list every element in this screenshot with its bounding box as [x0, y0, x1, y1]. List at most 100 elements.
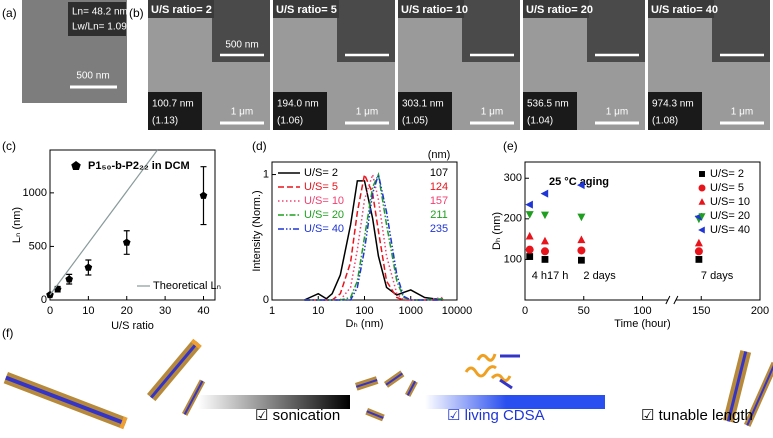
label-box	[523, 92, 577, 130]
tem-inset	[212, 0, 270, 62]
theory-line	[49, 149, 158, 296]
marker	[525, 231, 534, 240]
image-label: Ln= 48.2 nm	[72, 7, 128, 18]
y-tick-label: 300	[504, 172, 522, 184]
label-box	[273, 92, 327, 130]
rod	[3, 372, 128, 430]
rod	[147, 338, 202, 402]
distribution-line	[304, 171, 444, 301]
step-label: ☑ living CDSA	[447, 407, 545, 424]
marker	[525, 245, 534, 254]
label-box	[523, 0, 589, 18]
peak-label: 107	[430, 167, 448, 179]
marker	[122, 238, 131, 246]
label-box	[148, 0, 214, 18]
rod-end	[119, 416, 128, 430]
rod	[355, 376, 379, 391]
dispersity-label: (1.13)	[152, 116, 178, 127]
chart: 0 50 100 150 200 100 200 300 Time (hour) Dₕ (nm) 2…	[491, 161, 769, 330]
x-tick-label: 50	[578, 305, 590, 317]
x-tick-label: 20	[121, 305, 133, 317]
time-label: 2 days	[583, 270, 616, 282]
rod-core	[406, 380, 417, 396]
peak-label: 235	[430, 223, 448, 235]
marker	[71, 161, 81, 171]
gradient-arrow	[198, 395, 350, 409]
label-box	[273, 0, 339, 18]
scale-label: 500 nm	[76, 71, 109, 82]
marker	[694, 238, 703, 247]
inset-scale-label: 500 nm	[225, 40, 258, 51]
rod	[182, 379, 206, 416]
label-box	[68, 2, 126, 36]
schematic: ☑ sonication ☑ living CDSA ☑ tunable len…	[3, 338, 773, 430]
x-tick-label: 40	[197, 305, 209, 317]
rod-core	[355, 379, 378, 388]
chart-title: 25 °C aging	[549, 176, 609, 188]
length-label: 974.3 nm	[652, 99, 694, 110]
legend-label: U/S= 10	[710, 196, 750, 208]
time-label: 17 h	[547, 270, 568, 282]
rod-end	[190, 338, 202, 349]
legend-marker	[698, 226, 705, 234]
legend-label: U/S= 20	[710, 210, 750, 222]
dispersity-label: (1.06)	[277, 116, 303, 127]
marker	[199, 191, 208, 199]
rod-core	[366, 410, 384, 419]
rod	[744, 361, 773, 427]
gradient-arrow	[425, 395, 605, 409]
distribution-line	[304, 180, 444, 301]
time-label: 4 h	[532, 270, 547, 282]
legend-header: (nm)	[428, 149, 451, 161]
rod	[405, 379, 418, 397]
chart: 0 10 20 30 40 0 500 1000 U/S ratio Lₙ (nm) P1₅₀-b-…	[11, 149, 221, 332]
rod-core	[746, 362, 773, 426]
legend-label: P1₅₀-b-P2₂₂ in DCM	[88, 160, 190, 172]
marker	[695, 256, 703, 263]
x-tick-label: 1000	[399, 305, 423, 317]
distribution-line	[304, 172, 444, 301]
label-box	[398, 92, 452, 130]
scale-label: 1 μm	[731, 107, 753, 118]
legend-label: U/S= 5	[304, 181, 338, 193]
x-tick-label: 100	[355, 305, 373, 317]
legend-label: U/S= 2	[304, 167, 338, 179]
panel-label: (d)	[252, 139, 267, 153]
y-axis-title: Intensity (Norm.)	[251, 190, 263, 271]
x-tick-label: 10	[312, 305, 324, 317]
rod	[384, 370, 405, 388]
label-box	[398, 0, 464, 18]
marker	[526, 253, 534, 260]
marker	[540, 247, 549, 256]
legend-label: Theoretical Lₙ	[153, 280, 221, 292]
length-label: 100.7 nm	[152, 99, 194, 110]
dispersity-label: (1.05)	[402, 116, 428, 127]
marker	[525, 211, 534, 219]
rod-core	[726, 351, 748, 422]
legend-label: U/S= 40	[710, 224, 750, 236]
legend-label: U/S= 10	[304, 195, 344, 207]
x-tick-label: 1	[269, 305, 275, 317]
time-label: 7 days	[701, 270, 734, 282]
rod-core	[385, 372, 403, 386]
ratio-label: U/S ratio= 20	[526, 4, 593, 16]
legend-label: U/S= 5	[710, 182, 744, 194]
distribution-line	[304, 171, 444, 301]
rod	[723, 350, 752, 423]
y-tick-label: 0	[263, 294, 269, 306]
y-tick-label: 500	[29, 240, 47, 252]
tem-inset	[337, 0, 395, 62]
marker	[525, 200, 533, 209]
x-tick-label: 10	[82, 305, 94, 317]
scale-label: 1 μm	[231, 107, 253, 118]
tem-inset	[712, 0, 770, 62]
rod-core	[183, 380, 204, 415]
x-tick-label: 0	[47, 305, 53, 317]
x-tick-label: 150	[692, 305, 710, 317]
peak-label: 124	[430, 181, 448, 193]
panel-label: (a)	[2, 6, 17, 20]
ratio-label: U/S ratio= 2	[151, 4, 212, 16]
